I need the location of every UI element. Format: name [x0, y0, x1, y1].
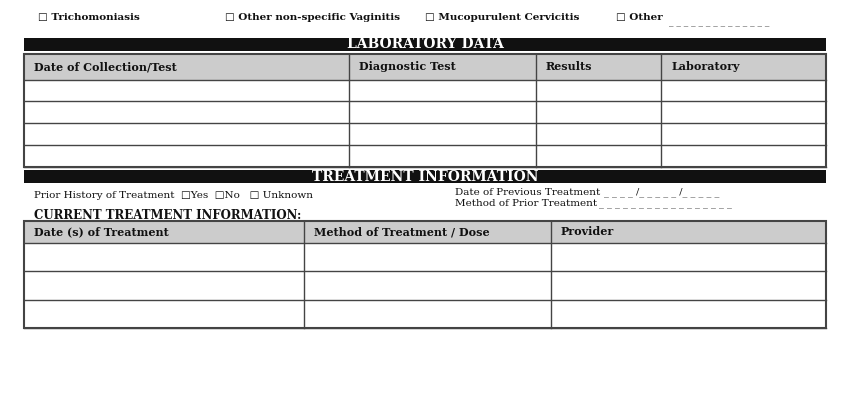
- Text: Provider: Provider: [561, 226, 615, 237]
- Text: _ _ _ _ /_ _ _ _ _ /_ _ _ _ _: _ _ _ _ /_ _ _ _ _ /_ _ _ _ _: [604, 188, 719, 197]
- Bar: [24, 54, 826, 80]
- Text: Results: Results: [546, 61, 592, 72]
- Text: Date of Previous Treatment: Date of Previous Treatment: [455, 188, 600, 197]
- Text: □ Other non-specific Vaginitis: □ Other non-specific Vaginitis: [225, 14, 400, 22]
- Text: □ Other: □ Other: [616, 14, 663, 22]
- Bar: [24, 38, 826, 51]
- Bar: [24, 170, 826, 183]
- Text: CURRENT TREATMENT INFORMATION:: CURRENT TREATMENT INFORMATION:: [34, 209, 302, 222]
- Bar: [24, 54, 826, 167]
- Text: Prior History of Treatment  □Yes  □No   □ Unknown: Prior History of Treatment □Yes □No □ Un…: [34, 191, 313, 200]
- Text: □ Trichomoniasis: □ Trichomoniasis: [38, 14, 140, 22]
- Bar: [24, 221, 826, 243]
- Text: Method of Treatment / Dose: Method of Treatment / Dose: [314, 226, 490, 237]
- Bar: [24, 243, 826, 271]
- Text: Diagnostic Test: Diagnostic Test: [359, 61, 456, 72]
- Text: _ _ _ _ _ _ _ _ _ _ _ _ _ _: _ _ _ _ _ _ _ _ _ _ _ _ _ _: [669, 18, 769, 26]
- Bar: [24, 271, 826, 300]
- Bar: [24, 300, 826, 328]
- Text: TREATMENT INFORMATION: TREATMENT INFORMATION: [312, 170, 538, 184]
- Bar: [24, 221, 826, 328]
- Text: Date (s) of Treatment: Date (s) of Treatment: [34, 226, 169, 237]
- Text: □ Mucopurulent Cervicitis: □ Mucopurulent Cervicitis: [425, 14, 580, 22]
- Bar: [24, 80, 826, 101]
- Bar: [24, 123, 826, 145]
- Text: Date of Collection/Test: Date of Collection/Test: [34, 61, 177, 72]
- Bar: [24, 145, 826, 167]
- Text: LABORATORY DATA: LABORATORY DATA: [347, 37, 503, 51]
- Text: Method of Prior Treatment: Method of Prior Treatment: [455, 199, 597, 208]
- Text: Laboratory: Laboratory: [672, 61, 740, 72]
- Bar: [24, 101, 826, 123]
- Text: _ _ _ _ _ _ _ _ _ _ _ _ _ _ _ _ _: _ _ _ _ _ _ _ _ _ _ _ _ _ _ _ _ _: [599, 199, 732, 208]
